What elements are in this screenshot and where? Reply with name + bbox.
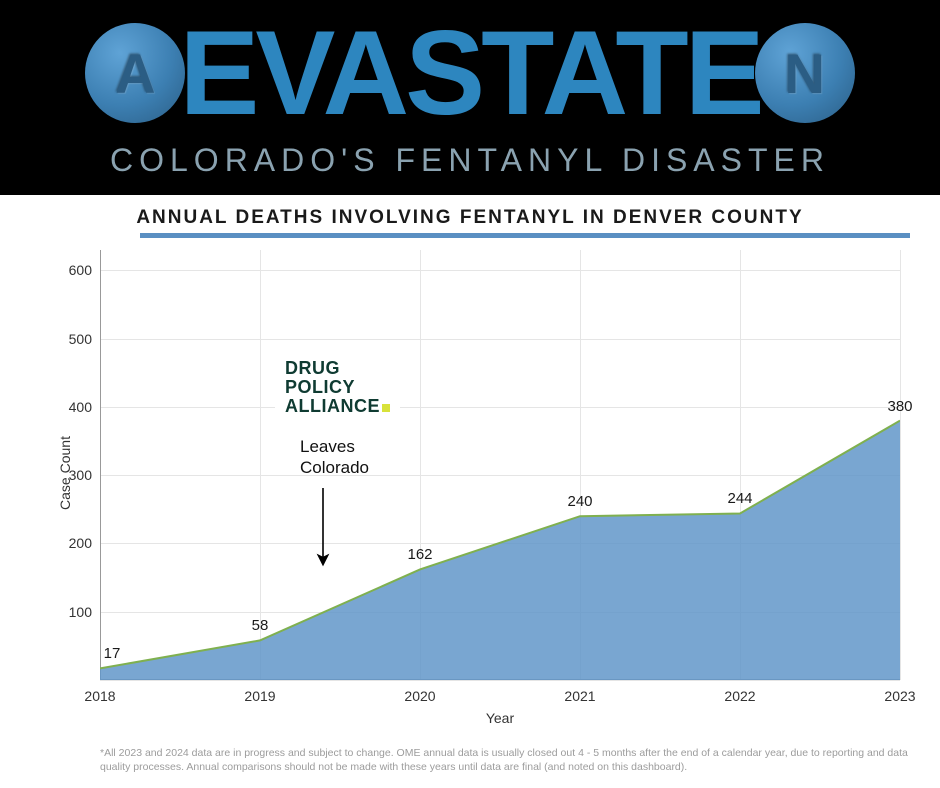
annotation-arrow-icon [313, 486, 333, 572]
grid-h-line [100, 680, 900, 681]
dpa-line-1: DRUG [285, 359, 390, 378]
y-tick-label: 600 [42, 262, 92, 278]
annotation-leaves-line1: Leaves [300, 436, 369, 457]
data-point-label: 240 [567, 493, 592, 510]
pill-left-icon: A [85, 23, 185, 123]
y-tick-label: 500 [42, 331, 92, 347]
grid-v-line [900, 250, 901, 680]
banner-word: EVASTATE [179, 13, 760, 133]
area-chart-svg [100, 250, 900, 680]
chart-title-underline [140, 233, 910, 238]
x-axis-title: Year [100, 710, 900, 726]
banner: A EVASTATE N COLORADO'S FENTANYL DISASTE… [0, 0, 940, 195]
dpa-logo-box: DRUG POLICY ALLIANCE [275, 353, 400, 422]
y-tick-label: 100 [42, 604, 92, 620]
chart-area: ANNUAL DEATHS INVOLVING FENTANYL IN DENV… [0, 195, 940, 788]
annotation-leaves-text: Leaves Colorado [300, 436, 369, 479]
y-tick-label: 400 [42, 399, 92, 415]
y-axis-title: Case Count [57, 436, 73, 510]
dpa-line-2: POLICY [285, 378, 390, 397]
x-tick-label: 2018 [84, 688, 115, 704]
data-point-label: 17 [104, 645, 121, 662]
banner-subtitle: COLORADO'S FENTANYL DISASTER [0, 142, 940, 179]
annotation-leaves-line2: Colorado [300, 457, 369, 478]
x-tick-label: 2019 [244, 688, 275, 704]
data-point-label: 244 [727, 490, 752, 507]
y-tick-label: 200 [42, 535, 92, 551]
data-point-label: 162 [407, 546, 432, 563]
dpa-dot-icon [382, 404, 390, 412]
chart-footnote: *All 2023 and 2024 data are in progress … [100, 746, 910, 774]
data-point-label: 380 [887, 398, 912, 415]
x-tick-label: 2020 [404, 688, 435, 704]
chart-plot: 1758162240244380 100200300400500600 2018… [100, 250, 900, 680]
chart-title: ANNUAL DEATHS INVOLVING FENTANYL IN DENV… [0, 207, 940, 229]
x-tick-label: 2022 [724, 688, 755, 704]
area-fill [100, 421, 900, 680]
dpa-line-3: ALLIANCE [285, 397, 390, 416]
pill-left-letter: A [115, 41, 155, 106]
pill-right-icon: N [755, 23, 855, 123]
banner-title-row: A EVASTATE N [0, 8, 940, 138]
dpa-line-3-text: ALLIANCE [285, 396, 380, 416]
data-point-label: 58 [252, 617, 269, 634]
x-tick-label: 2021 [564, 688, 595, 704]
pill-right-letter: N [784, 41, 824, 106]
x-tick-label: 2023 [884, 688, 915, 704]
